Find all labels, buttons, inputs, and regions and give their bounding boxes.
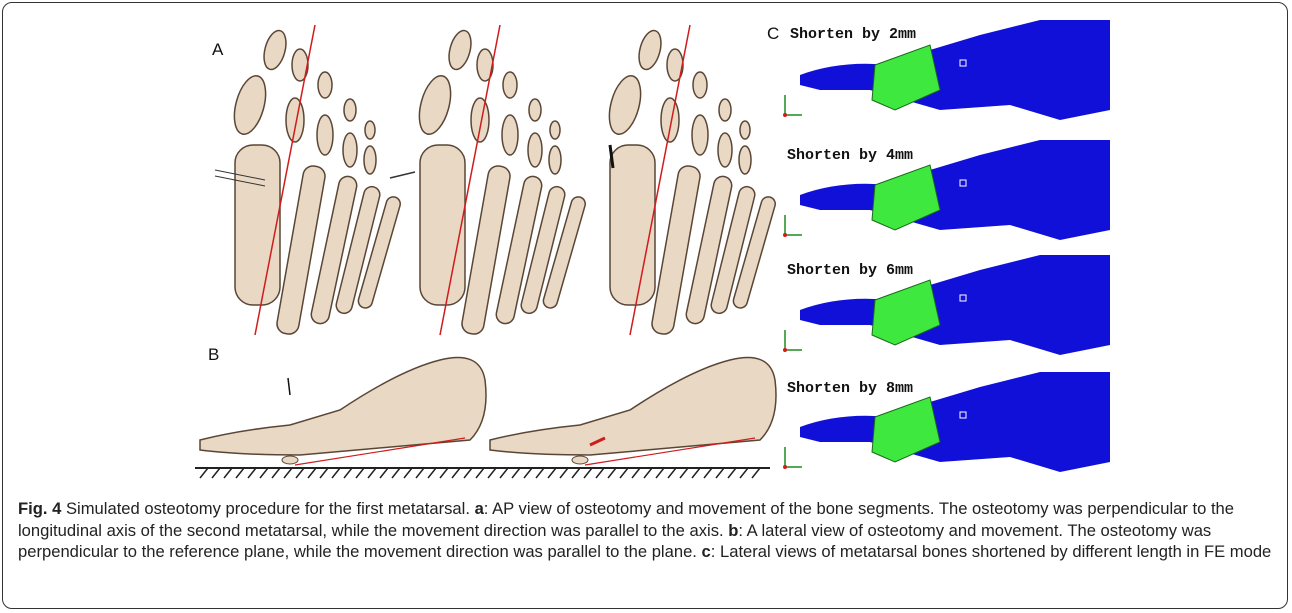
view-label: Shorten by 6mm <box>787 262 913 279</box>
caption-item-label: a <box>475 499 484 518</box>
view-label: Shorten by 2mm <box>790 26 916 43</box>
panel-label: B <box>208 345 219 365</box>
caption-item-label: b <box>728 521 738 540</box>
caption-text: Simulated osteotomy procedure for the fi… <box>66 499 470 518</box>
caption-title: Fig. 4 <box>18 499 61 518</box>
panel-label: A <box>212 40 223 60</box>
caption: Fig. 4 Simulated osteotomy procedure for… <box>18 498 1273 563</box>
page: A B C Shorten by 2mm Shorten by 4mm Shor… <box>0 0 1292 613</box>
figure-art <box>0 0 1292 500</box>
caption-item-text: : Lateral views of metatarsal bones shor… <box>711 542 1272 561</box>
panel-label: C <box>767 24 779 44</box>
caption-item-label: c <box>702 542 711 561</box>
view-label: Shorten by 4mm <box>787 147 913 164</box>
view-label: Shorten by 8mm <box>787 380 913 397</box>
